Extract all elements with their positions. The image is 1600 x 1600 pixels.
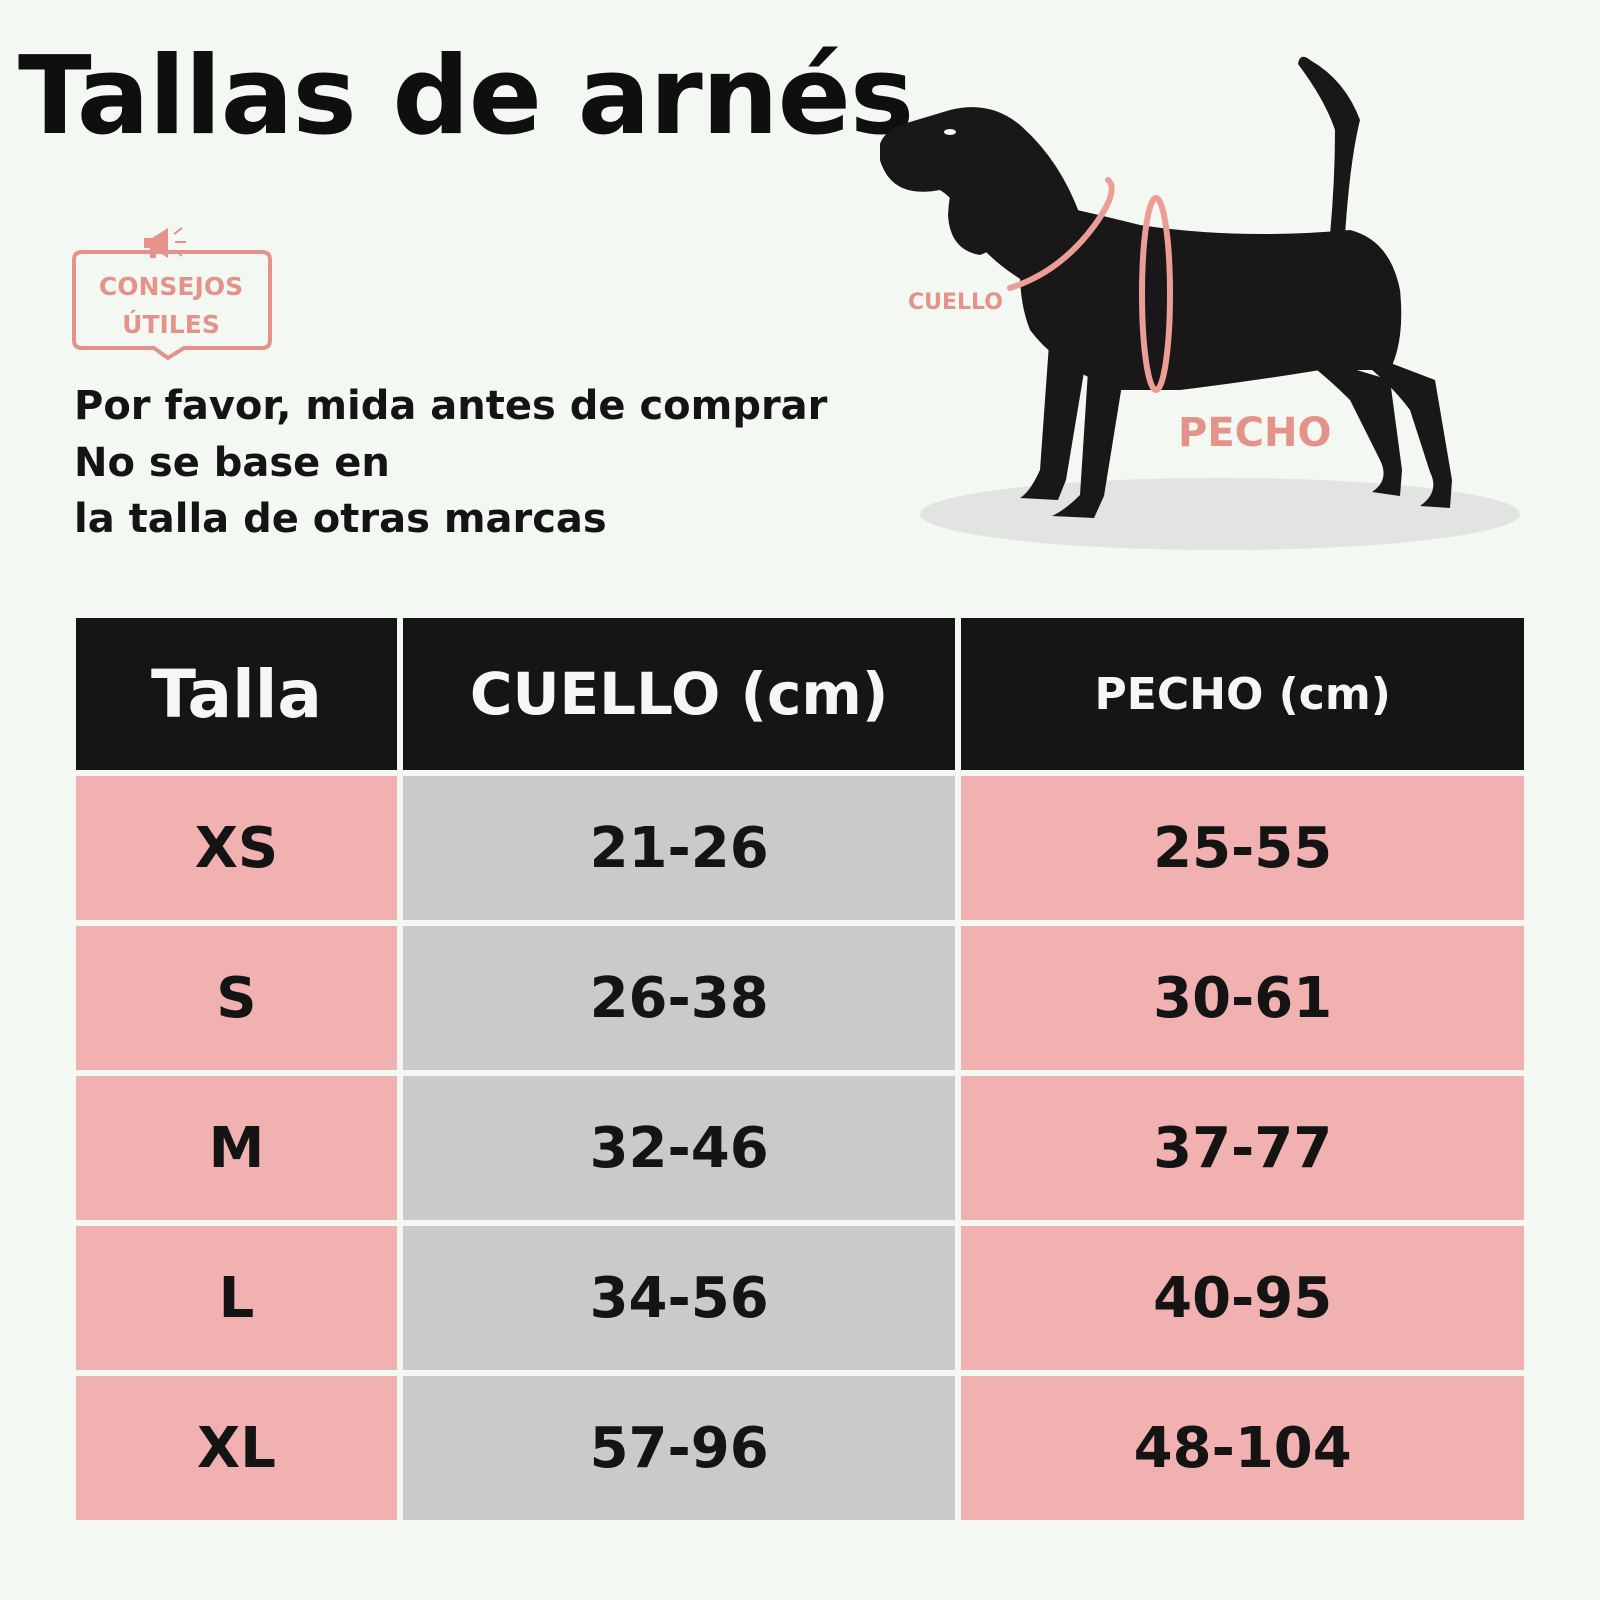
neck-cell: 32-46 [402,1076,956,1220]
chest-cell: 48-104 [961,1376,1524,1520]
chest-cell: 30-61 [961,926,1524,1070]
message-line-3: la talla de otras marcas [74,496,607,542]
neck-cell: 21-26 [402,776,956,920]
chest-label: PECHO [1178,410,1332,456]
neck-label: CUELLO [908,290,1003,315]
size-cell: S [76,926,397,1070]
size-cell: L [76,1226,397,1370]
chest-cell: 37-77 [961,1076,1524,1220]
message-line-1: Por favor, mida antes de comprar [74,383,828,429]
tips-line-1: CONSEJOS [98,272,244,301]
size-cell: XL [76,1376,397,1520]
header-chest: PECHO (cm) [961,618,1524,770]
table-row: S 26-38 30-61 [76,926,1524,1070]
size-table: Talla CUELLO (cm) PECHO (cm) XS 21-26 25… [70,612,1530,1526]
tips-badge: CONSEJOS ÚTILES [68,218,276,366]
table-header-row: Talla CUELLO (cm) PECHO (cm) [76,618,1524,770]
page-title: Tallas de arnés [18,34,914,159]
table-row: L 34-56 40-95 [76,1226,1524,1370]
tips-line-2: ÚTILES [122,310,220,339]
table-row: M 32-46 37-77 [76,1076,1524,1220]
neck-cell: 26-38 [402,926,956,1070]
megaphone-icon [72,227,272,361]
size-cell: XS [76,776,397,920]
chest-cell: 40-95 [961,1226,1524,1370]
neck-cell: 57-96 [402,1376,956,1520]
header-neck: CUELLO (cm) [402,618,956,770]
dog-illustration [880,56,1520,550]
table-row: XL 57-96 48-104 [76,1376,1524,1520]
size-cell: M [76,1076,397,1220]
table-row: XS 21-26 25-55 [76,776,1524,920]
neck-cell: 34-56 [402,1226,956,1370]
message-line-2: No se base en [74,440,390,486]
chest-cell: 25-55 [961,776,1524,920]
header-size: Talla [76,618,397,770]
